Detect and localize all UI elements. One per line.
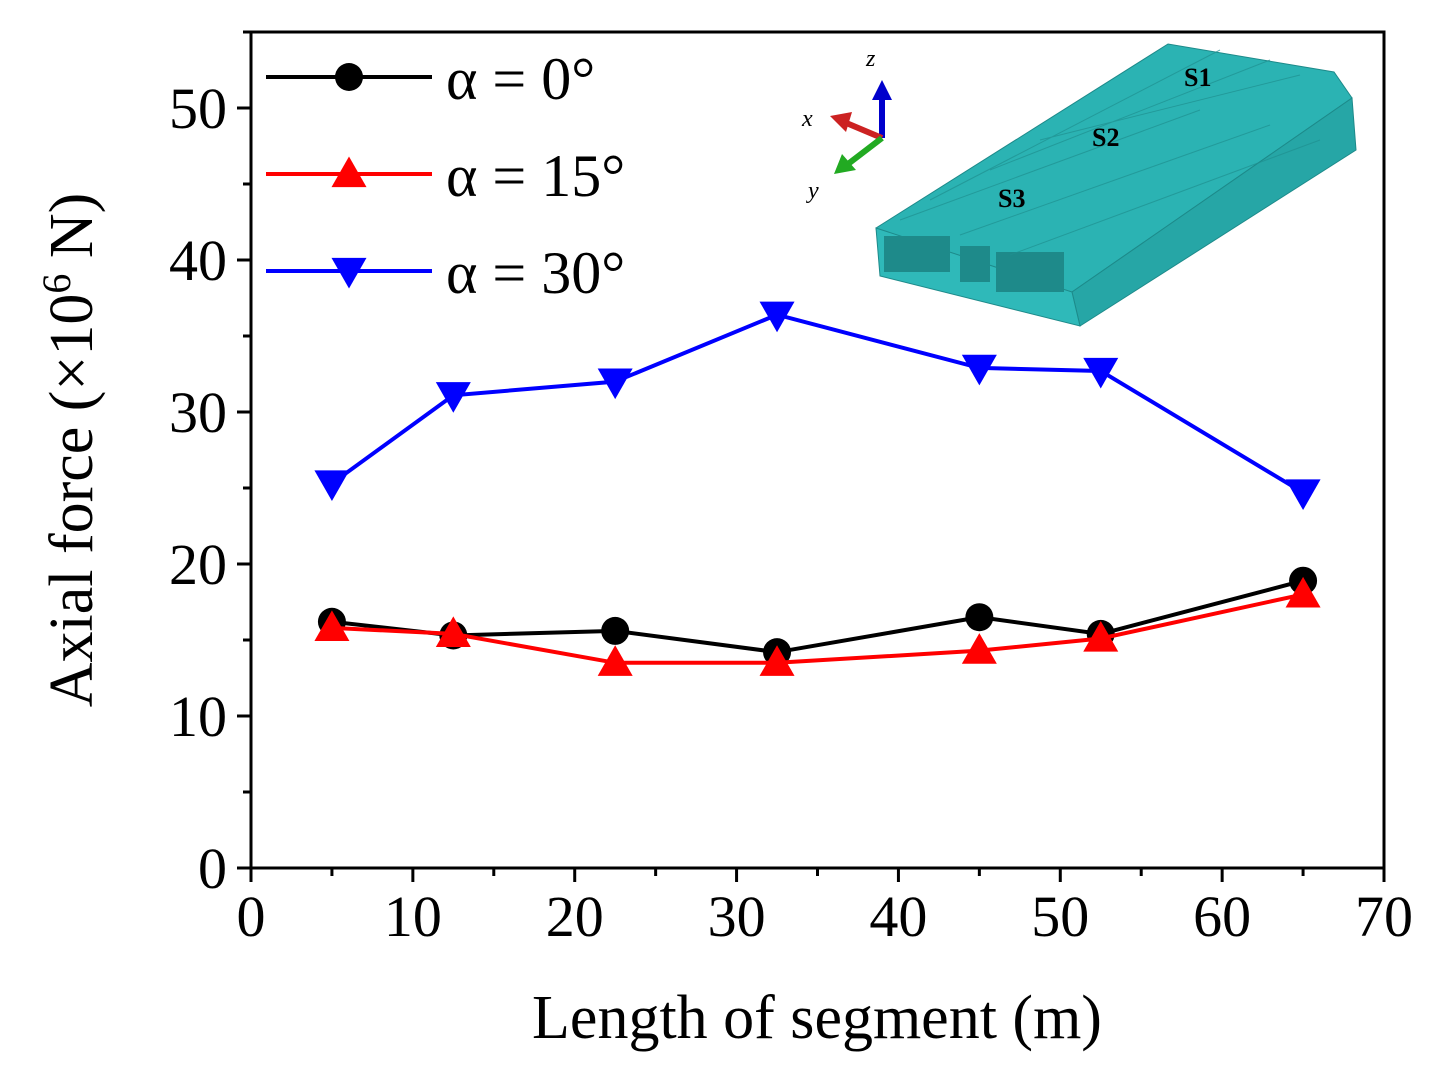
data-point: [759, 645, 795, 676]
triad-y-label: y: [806, 178, 819, 204]
data-point: [601, 616, 630, 645]
legend-marker: [331, 156, 367, 188]
inset-label-s3: S3: [998, 184, 1025, 213]
legend-marker: [335, 63, 363, 91]
triad-z-arrow: [872, 80, 892, 100]
legend-marker: [331, 257, 367, 289]
y-tick-label: 10: [169, 684, 227, 749]
triad-z-label: z: [865, 46, 876, 72]
series-0: [317, 566, 1318, 667]
y-tick-label: 0: [198, 836, 227, 901]
axes: 0 10 20 30 40 50 60 70 0 10 20 30 40 50: [169, 30, 1413, 949]
inset-label-s2: S2: [1092, 123, 1119, 152]
data-point: [1285, 576, 1321, 608]
x-tick-label: 60: [1193, 884, 1251, 949]
data-point: [597, 645, 633, 676]
triad-x-arrow: [830, 112, 852, 132]
data-point: [759, 301, 795, 333]
legend-item-2: α = 30°: [266, 240, 625, 306]
tunnel-model-inset: S1 S2 S3 z x y: [801, 43, 1357, 327]
legend-label: α = 15°: [446, 143, 625, 209]
inset-mesh-lines: [899, 49, 1321, 256]
data-point: [597, 368, 633, 400]
x-axis-title: Length of segment (m): [532, 984, 1102, 1052]
y-axis-title-suffix: N): [38, 193, 106, 274]
y-axis-title-prefix: Axial force (×10: [38, 294, 106, 708]
x-tick-label: 50: [1031, 884, 1089, 949]
data-point: [1083, 357, 1119, 389]
legend-item-0: α = 0°: [266, 46, 595, 112]
y-tick-label: 20: [169, 532, 227, 597]
data-point: [1083, 620, 1119, 652]
x-tick-label: 40: [869, 884, 927, 949]
legend: α = 0° α = 15° α = 30°: [266, 46, 625, 306]
data-point: [961, 354, 997, 386]
triad-x-label: x: [801, 106, 813, 132]
data-point: [314, 610, 350, 641]
triad-y-axis: [846, 135, 884, 167]
data-point: [435, 616, 471, 648]
inset-cell-3: [996, 252, 1064, 292]
series-line: [331, 578, 1304, 655]
data-point: [961, 633, 997, 664]
data-point: [435, 382, 471, 413]
y-tick-label: 40: [169, 228, 227, 293]
inset-cell-2: [960, 246, 990, 282]
x-tick-label: 0: [237, 884, 266, 949]
legend-label: α = 30°: [446, 240, 625, 306]
inset-label-s1: S1: [1184, 63, 1211, 92]
y-axis-title-exponent: 6: [34, 274, 79, 294]
data-point: [314, 470, 350, 501]
x-tick-label: 30: [708, 884, 766, 949]
x-tick-label: 70: [1355, 884, 1413, 949]
series-line: [331, 592, 1304, 665]
y-tick-label: 50: [169, 76, 227, 141]
legend-item-1: α = 15°: [266, 143, 625, 209]
y-axis-title: Axial force (×106 N): [34, 193, 106, 708]
y-tick-label: 30: [169, 380, 227, 445]
triad-x-axis: [842, 119, 884, 141]
triad-y-arrow: [834, 154, 856, 174]
inset-cell-1: [884, 236, 950, 272]
legend-label: α = 0°: [446, 46, 595, 112]
series-line: [330, 312, 1305, 495]
series-2: [314, 301, 1321, 511]
data-point: [1285, 479, 1321, 511]
x-tick-label: 10: [384, 884, 442, 949]
series: [314, 301, 1321, 676]
data-point: [965, 603, 994, 632]
series-1: [314, 576, 1321, 676]
x-tick-label: 20: [546, 884, 604, 949]
